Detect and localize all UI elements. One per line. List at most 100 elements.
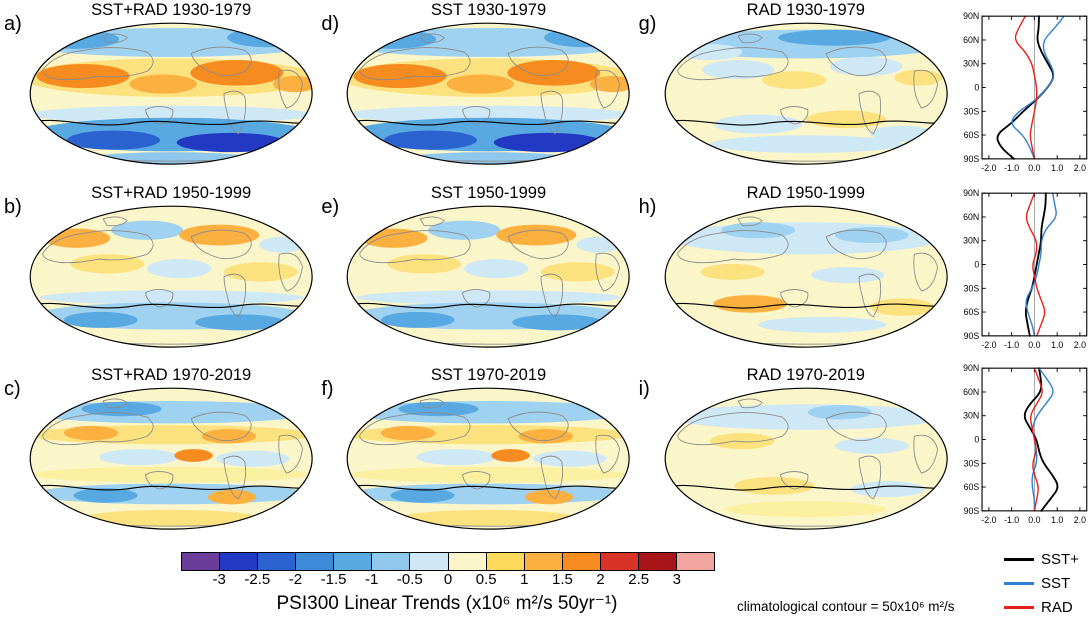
colorbar-tick-label: 2 xyxy=(596,571,605,588)
maps-grid: a) SST+RAD 1930-1979 d) SST 1930-1979 g)… xyxy=(0,0,952,548)
world-map-canvas xyxy=(346,22,631,165)
zonal-plot-1970-2019: 90N 60N 30N 0 30S 60S 90S-2.0 -1.0 0.0 1.0 2.0 xyxy=(963,364,1088,525)
svg-text:90N: 90N xyxy=(963,12,979,21)
svg-text:0.0: 0.0 xyxy=(1028,163,1040,173)
colorbar-tick-label: -2.5 xyxy=(244,571,271,588)
map-panel-e: e) SST 1950-1999 xyxy=(317,183,634,366)
svg-text:60N: 60N xyxy=(963,387,979,397)
colorbar-tick-label: 0.5 xyxy=(475,571,497,588)
map-panel-a: a) SST+RAD 1930-1979 xyxy=(0,0,317,183)
svg-text:-2.0: -2.0 xyxy=(981,163,996,173)
colorbar-segment xyxy=(409,553,448,570)
svg-text:-2.0: -2.0 xyxy=(981,340,996,350)
svg-text:30N: 30N xyxy=(963,236,979,246)
zonal-mean-plots: 90N 60N 30N 0 30S 60S 90S -2.0 -1.0 0.0 1.0 2.0 90N… xyxy=(951,0,1092,548)
legend-label: SST xyxy=(1041,575,1071,592)
svg-text:2.0: 2.0 xyxy=(1074,163,1086,173)
svg-text:90N: 90N xyxy=(963,189,979,198)
panel-letter: i) xyxy=(638,378,650,401)
panel-title: SST 1950-1999 xyxy=(430,183,547,202)
panel-letter: c) xyxy=(4,378,21,401)
panel-title: SST 1930-1979 xyxy=(430,1,547,19)
world-map-canvas xyxy=(664,205,948,348)
legend-item-sst-rad: SST+ xyxy=(1004,551,1090,568)
zonal-plot-1950-1999: 90N 60N 30N 0 30S 60S 90S-2.0 -1.0 0.0 1.0 2.0 xyxy=(963,189,1088,350)
svg-text:0.0: 0.0 xyxy=(1028,515,1040,525)
svg-text:30S: 30S xyxy=(964,106,980,116)
svg-text:-1.0: -1.0 xyxy=(1004,163,1019,173)
colorbar-segment xyxy=(485,553,524,570)
svg-text:60N: 60N xyxy=(963,212,979,222)
svg-text:30S: 30S xyxy=(964,458,980,468)
map-panel-d: d) SST 1930-1979 xyxy=(317,0,634,183)
svg-text:0: 0 xyxy=(974,259,979,269)
colorbar-tick-label: 3 xyxy=(672,571,682,588)
svg-text:-2.0: -2.0 xyxy=(981,515,996,525)
svg-text:90N: 90N xyxy=(963,364,979,373)
panel-title: SST+RAD 1930-1979 xyxy=(91,1,252,19)
world-map-canvas xyxy=(664,387,948,531)
map-panel-i: i) RAD 1970-2019 xyxy=(635,365,952,548)
panel-letter: e) xyxy=(321,195,340,218)
colorbar-tick-label: 0 xyxy=(443,571,453,588)
world-map-canvas xyxy=(346,205,631,348)
panel-letter: g) xyxy=(638,13,657,35)
legend-line-swatch xyxy=(1004,558,1034,561)
panel-letter: f) xyxy=(321,378,334,401)
panel-title: SST+RAD 1970-2019 xyxy=(91,366,252,385)
panel-title: RAD 1950-1999 xyxy=(746,183,865,202)
svg-text:60S: 60S xyxy=(964,482,980,492)
panel-letter: b) xyxy=(4,195,22,218)
legend-item-sst: SST xyxy=(1004,575,1090,592)
panel-title: RAD 1970-2019 xyxy=(746,366,865,385)
colorbar-tick-label: 2.5 xyxy=(628,571,650,588)
svg-text:90S: 90S xyxy=(964,154,980,164)
climatological-contour-note: climatological contour = 50x10⁶ m²/s xyxy=(737,599,955,614)
map-panel-h: h) RAD 1950-1999 xyxy=(635,183,952,366)
colorbar-segment xyxy=(219,553,258,570)
panel-title: SST 1970-2019 xyxy=(430,366,547,385)
svg-text:1.0: 1.0 xyxy=(1051,340,1063,350)
legend-item-rad: RAD xyxy=(1004,599,1090,616)
legend-line-swatch xyxy=(1004,582,1034,585)
svg-text:60S: 60S xyxy=(964,130,980,140)
svg-text:30S: 30S xyxy=(964,283,980,293)
line-legend: SST+ SST RAD xyxy=(1004,551,1090,623)
svg-text:90S: 90S xyxy=(964,331,980,341)
svg-text:0: 0 xyxy=(974,434,979,444)
map-panel-b: b) SST+RAD 1950-1999 xyxy=(0,183,317,366)
colorbar-segment xyxy=(599,553,638,570)
svg-text:90S: 90S xyxy=(964,506,980,516)
colorbar-tick-label: -2 xyxy=(288,571,303,588)
svg-text:-1.0: -1.0 xyxy=(1004,515,1019,525)
svg-text:30N: 30N xyxy=(963,59,979,69)
colorbar-tick-labels: -3 -2.5 -2 -1.5 -1 -0.5 0 0.5 1 1.5 2 2.5 3 xyxy=(181,571,715,589)
colorbar-caption: PSI300 Linear Trends (x10⁶ m²/s 50yr⁻¹) xyxy=(276,593,618,614)
colorbar-segment xyxy=(637,553,677,570)
svg-text:60S: 60S xyxy=(964,307,980,317)
colorbar-segment xyxy=(295,553,334,570)
svg-text:2.0: 2.0 xyxy=(1074,340,1086,350)
colorbar-segment xyxy=(561,553,600,570)
legend-line-swatch xyxy=(1004,606,1034,609)
colorbar-segment xyxy=(523,553,562,570)
svg-text:0: 0 xyxy=(974,82,979,92)
colorbar-segment xyxy=(447,553,486,570)
svg-text:0.0: 0.0 xyxy=(1028,340,1040,350)
panel-title: RAD 1930-1979 xyxy=(746,1,865,19)
colorbar-segment xyxy=(182,553,220,570)
map-panel-f: f) SST 1970-2019 xyxy=(317,365,634,548)
colorbar-tick-label: -0.5 xyxy=(396,571,423,588)
map-panel-c: c) SST+RAD 1970-2019 xyxy=(0,365,317,548)
svg-text:2.0: 2.0 xyxy=(1074,515,1086,525)
colorbar xyxy=(181,552,715,571)
world-map-canvas xyxy=(29,22,313,165)
svg-text:1.0: 1.0 xyxy=(1051,163,1063,173)
svg-text:30N: 30N xyxy=(963,411,979,421)
colorbar-tick-label: -1 xyxy=(365,571,379,588)
colorbar-segment xyxy=(257,553,296,570)
world-map-canvas xyxy=(346,387,631,531)
colorbar-segment xyxy=(676,553,715,570)
colorbar-segment xyxy=(371,553,410,570)
